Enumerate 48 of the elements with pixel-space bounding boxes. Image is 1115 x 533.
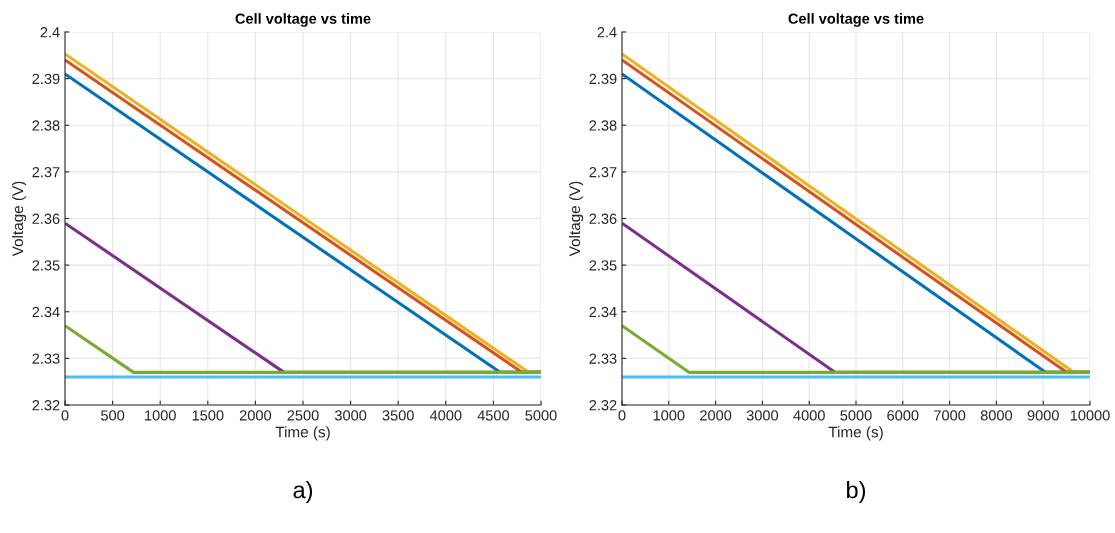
x-tick-label: 3000 xyxy=(746,410,779,421)
y-axis-title: Voltage (V) xyxy=(568,181,584,257)
x-tick-label: 0 xyxy=(618,410,626,421)
y-tick-label: 2.32 xyxy=(589,400,617,411)
x-tick-label: 9000 xyxy=(1027,410,1059,421)
chart-title: Cell voltage vs time xyxy=(235,13,371,27)
text: b) xyxy=(847,480,866,503)
y-tick-label: 2.33 xyxy=(32,353,60,364)
y-tick-label: 2.35 xyxy=(32,260,60,271)
x-tick-label: 10000 xyxy=(1070,410,1110,421)
x-tick-label: 5000 xyxy=(525,410,557,421)
y-tick-label: 2.37 xyxy=(589,166,617,178)
x-tick-label: 2000 xyxy=(700,410,732,421)
x-tick-label: 8000 xyxy=(980,410,1013,421)
x-tick-label: 6000 xyxy=(887,410,919,421)
x-tick-label: 3000 xyxy=(334,410,367,421)
x-tick-label: 5000 xyxy=(840,410,872,421)
y-tick-label: 2.38 xyxy=(32,120,60,131)
x-axis-title: Time (s) xyxy=(275,426,330,441)
text: a) xyxy=(293,480,313,503)
y-tick-label: 2.38 xyxy=(589,120,617,131)
x-tick-label: 7000 xyxy=(934,410,966,421)
y-tick-label: 2.32 xyxy=(32,400,60,411)
y-tick-label: 2.33 xyxy=(589,353,617,364)
y-tick-label: 2.4 xyxy=(597,27,617,38)
x-tick-label: 2000 xyxy=(239,410,272,421)
x-tick-label: 1000 xyxy=(653,410,685,421)
x-tick-label: 1000 xyxy=(145,410,176,421)
x-tick-label: 500 xyxy=(101,410,125,421)
x-axis-title: Time (s) xyxy=(828,426,883,441)
y-axis-title: Voltage (V) xyxy=(11,181,27,257)
x-tick-label: 4500 xyxy=(477,410,510,421)
y-tick-label: 2.36 xyxy=(32,213,60,224)
y-tick-label: 2.39 xyxy=(589,73,617,85)
x-tick-label: 2500 xyxy=(287,410,319,421)
y-tick-label: 2.36 xyxy=(589,213,617,224)
y-tick-label: 2.39 xyxy=(32,73,60,85)
y-tick-label: 2.35 xyxy=(589,260,617,271)
chart-title: Cell voltage vs time xyxy=(788,13,924,27)
y-tick-label: 2.34 xyxy=(589,306,617,318)
y-tick-label: 2.34 xyxy=(32,306,60,318)
y-tick-label: 2.4 xyxy=(40,27,60,38)
x-tick-label: 1500 xyxy=(192,410,224,421)
x-tick-label: 4000 xyxy=(793,410,825,421)
x-tick-label: 3500 xyxy=(382,410,414,421)
y-tick-label: 2.37 xyxy=(32,166,60,178)
x-tick-label: 0 xyxy=(61,410,69,421)
x-tick-label: 4000 xyxy=(429,410,462,421)
